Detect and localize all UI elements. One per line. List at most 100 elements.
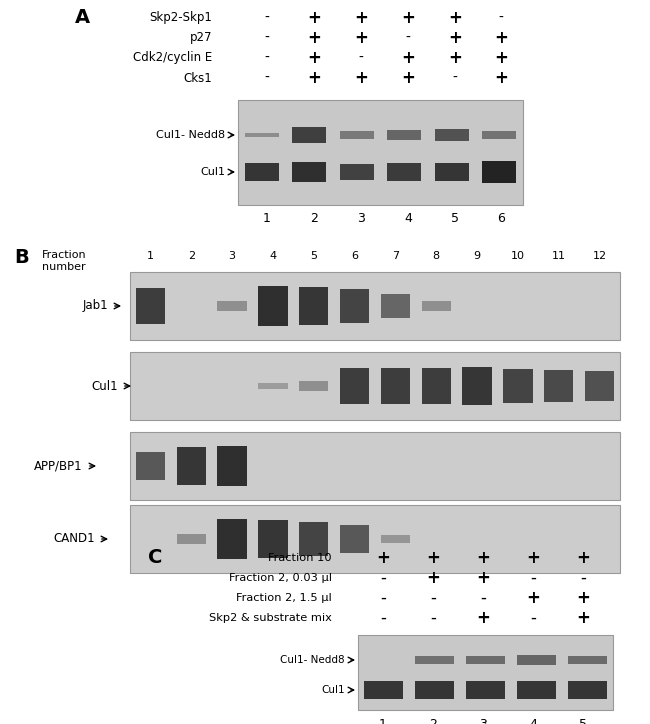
Text: +: +: [307, 9, 321, 27]
Text: +: +: [494, 49, 508, 67]
Text: +: +: [476, 609, 490, 627]
Bar: [177, 447, 206, 485]
Text: 11: 11: [552, 251, 566, 261]
Text: +: +: [307, 29, 321, 47]
Text: -: -: [265, 51, 270, 65]
Text: Cul1- Nedd8: Cul1- Nedd8: [156, 130, 225, 140]
Text: -: -: [499, 11, 504, 25]
Text: +: +: [307, 49, 321, 67]
Text: 8: 8: [433, 251, 440, 261]
Bar: [387, 163, 421, 181]
Bar: [415, 656, 454, 664]
Bar: [544, 370, 573, 402]
Text: -: -: [406, 31, 410, 45]
Bar: [136, 452, 165, 480]
Bar: [258, 520, 287, 558]
Text: 6: 6: [351, 251, 358, 261]
Text: 2: 2: [310, 213, 318, 225]
Text: -: -: [580, 569, 586, 587]
Text: Jab1: Jab1: [83, 300, 108, 313]
Bar: [435, 129, 469, 141]
Bar: [465, 656, 506, 665]
Bar: [415, 681, 454, 699]
Bar: [422, 300, 451, 311]
Bar: [177, 534, 206, 544]
Text: -: -: [530, 609, 536, 627]
Text: 4: 4: [269, 251, 276, 261]
Text: 7: 7: [392, 251, 399, 261]
Bar: [363, 681, 404, 699]
Bar: [482, 161, 516, 183]
Bar: [217, 519, 247, 559]
Text: 12: 12: [593, 251, 606, 261]
Text: 3: 3: [357, 213, 365, 225]
Bar: [299, 287, 328, 325]
Bar: [585, 371, 614, 400]
Text: +: +: [476, 569, 490, 587]
Text: +: +: [494, 29, 508, 47]
Text: 1: 1: [263, 213, 271, 225]
Bar: [245, 132, 279, 138]
Text: +: +: [448, 49, 462, 67]
Text: Skp2 & substrate mix: Skp2 & substrate mix: [209, 613, 332, 623]
Text: -: -: [380, 589, 386, 607]
Text: 2: 2: [188, 251, 195, 261]
Text: +: +: [476, 549, 490, 567]
Text: 4: 4: [404, 213, 412, 225]
Bar: [238, 100, 523, 205]
Bar: [130, 505, 620, 573]
Bar: [340, 164, 374, 180]
Text: CAND1: CAND1: [53, 532, 95, 545]
Text: +: +: [401, 9, 415, 27]
Text: +: +: [426, 569, 440, 587]
Bar: [292, 127, 326, 143]
Text: Fraction 2, 1.5 µl: Fraction 2, 1.5 µl: [236, 593, 332, 603]
Text: Fraction 10: Fraction 10: [268, 553, 332, 563]
Text: -: -: [265, 31, 270, 45]
Text: 2: 2: [429, 717, 437, 724]
Text: 4: 4: [529, 717, 537, 724]
Text: Fraction: Fraction: [42, 250, 86, 260]
Bar: [340, 131, 374, 138]
Text: -: -: [530, 569, 536, 587]
Text: -: -: [430, 609, 436, 627]
Text: +: +: [448, 9, 462, 27]
Text: +: +: [494, 69, 508, 87]
Text: +: +: [354, 69, 368, 87]
Bar: [130, 432, 620, 500]
Text: 9: 9: [473, 251, 480, 261]
Text: +: +: [526, 589, 540, 607]
Bar: [217, 446, 247, 486]
Text: +: +: [576, 549, 590, 567]
Text: 1: 1: [147, 251, 154, 261]
Bar: [136, 288, 165, 324]
Text: +: +: [576, 609, 590, 627]
Bar: [292, 162, 326, 182]
Text: -: -: [265, 71, 270, 85]
Bar: [465, 681, 506, 699]
Text: +: +: [526, 549, 540, 567]
Text: +: +: [426, 549, 440, 567]
Bar: [387, 130, 421, 140]
Bar: [503, 369, 532, 403]
Bar: [462, 367, 492, 405]
Bar: [217, 300, 247, 311]
Text: Cul1: Cul1: [92, 379, 118, 392]
Text: number: number: [42, 262, 86, 272]
Text: 5: 5: [310, 251, 317, 261]
Bar: [517, 655, 556, 665]
Text: APP/BP1: APP/BP1: [34, 460, 83, 473]
Text: -: -: [380, 609, 386, 627]
Text: 5: 5: [451, 213, 459, 225]
Text: 1: 1: [379, 717, 387, 724]
Bar: [340, 289, 369, 323]
Text: +: +: [401, 69, 415, 87]
Text: -: -: [452, 71, 458, 85]
Bar: [517, 681, 556, 699]
Text: 3: 3: [229, 251, 235, 261]
Text: Cdk2/cyclin E: Cdk2/cyclin E: [133, 51, 212, 64]
Text: Fraction 2, 0.03 µl: Fraction 2, 0.03 µl: [229, 573, 332, 583]
Bar: [381, 535, 410, 543]
Bar: [482, 131, 516, 139]
Bar: [258, 383, 287, 390]
